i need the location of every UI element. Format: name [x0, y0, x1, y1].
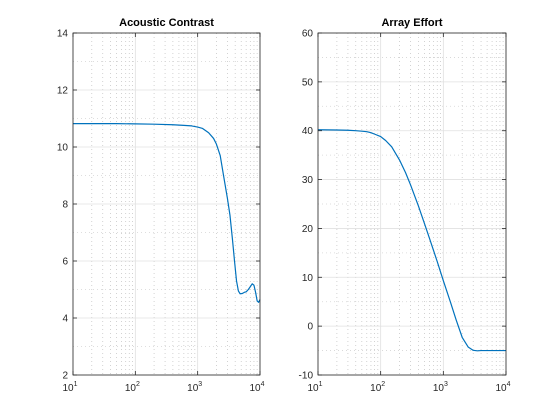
- y-tick-label: 20: [302, 224, 314, 235]
- series-line: [73, 123, 261, 303]
- grid: [72, 32, 261, 376]
- y-tick-label: -10: [299, 371, 314, 382]
- y-tick-label: 8: [62, 200, 68, 211]
- y-tick-label: 0: [307, 322, 313, 333]
- chart-title: Acoustic Contrast: [119, 17, 214, 29]
- y-tick-label: 14: [57, 29, 69, 40]
- y-tick-label: 10: [302, 273, 314, 284]
- x-tick-label: 104: [495, 381, 510, 394]
- y-tick-label: 12: [57, 86, 69, 97]
- x-tick-label: 103: [433, 381, 448, 394]
- y-tick-label: 40: [302, 126, 314, 137]
- y-tick-label: 10: [57, 143, 69, 154]
- axes-box: [317, 32, 507, 376]
- y-tick-label: 60: [302, 29, 314, 40]
- x-tick-label: 102: [125, 381, 140, 394]
- axes-array-effort: 101 102 103 104 -10 0 10 20 30 40 50 60 Array Effort: [299, 17, 511, 394]
- x-tick-label: 103: [187, 381, 202, 394]
- chart-title: Array Effort: [381, 17, 442, 29]
- x-tick-label: 104: [249, 381, 264, 394]
- axes-acoustic-contrast: 101 102 103 104 2 4 6 8 10 12 14 Acoustic Contrast: [57, 17, 265, 394]
- series-line: [317, 129, 506, 352]
- y-tick-label: 4: [62, 314, 68, 325]
- y-tick-label: 2: [62, 371, 68, 382]
- y-tick-label: 6: [62, 257, 68, 268]
- x-tick-label: 101: [307, 381, 322, 394]
- y-tick-label: 50: [302, 77, 314, 88]
- y-tick-label: 30: [302, 175, 314, 186]
- x-tick-label: 102: [370, 381, 385, 394]
- x-tick-label: 101: [62, 381, 77, 394]
